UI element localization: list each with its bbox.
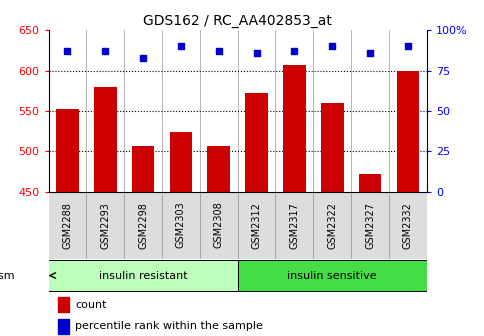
Bar	[162, 192, 199, 259]
Bar	[237, 192, 275, 259]
Bar	[86, 192, 124, 259]
Title: GDS162 / RC_AA402853_at: GDS162 / RC_AA402853_at	[143, 14, 332, 28]
Bar	[169, 132, 192, 336]
Text: GSM2332: GSM2332	[402, 202, 412, 249]
Text: count: count	[75, 300, 106, 309]
Bar	[283, 65, 305, 336]
Text: GSM2312: GSM2312	[251, 202, 261, 249]
Bar	[388, 192, 426, 259]
Bar	[94, 87, 116, 336]
Point	[177, 44, 184, 49]
Text: GSM2293: GSM2293	[100, 202, 110, 249]
Text: GSM2322: GSM2322	[327, 202, 336, 249]
Text: GSM2317: GSM2317	[289, 202, 299, 249]
Bar	[124, 192, 162, 259]
Bar	[199, 192, 237, 259]
Point	[290, 48, 298, 54]
Bar	[275, 192, 313, 259]
Bar	[320, 103, 343, 336]
Text: metabolism: metabolism	[0, 270, 15, 281]
Point	[139, 55, 147, 60]
Text: GSM2298: GSM2298	[138, 202, 148, 249]
Bar	[207, 146, 229, 336]
Point	[252, 50, 260, 55]
Text: percentile rank within the sample: percentile rank within the sample	[75, 322, 262, 331]
Point	[403, 44, 411, 49]
Bar	[132, 145, 154, 336]
Text: insulin resistant: insulin resistant	[99, 270, 187, 281]
Bar	[350, 192, 388, 259]
Text: GSM2308: GSM2308	[213, 202, 223, 249]
Point	[365, 50, 373, 55]
Text: GSM2288: GSM2288	[62, 202, 72, 249]
Point	[63, 48, 71, 54]
Bar	[358, 174, 380, 336]
Point	[328, 44, 335, 49]
Bar	[245, 93, 267, 336]
Point	[101, 48, 109, 54]
Text: GSM2327: GSM2327	[364, 202, 374, 249]
Bar	[58, 297, 69, 312]
Text: GSM2303: GSM2303	[176, 202, 185, 249]
Bar	[56, 109, 78, 336]
Text: insulin sensitive: insulin sensitive	[287, 270, 376, 281]
Bar	[396, 71, 418, 336]
Bar	[58, 319, 69, 334]
Bar	[237, 260, 426, 291]
Point	[214, 48, 222, 54]
Bar	[313, 192, 350, 259]
Bar	[48, 192, 86, 259]
Bar	[48, 260, 237, 291]
